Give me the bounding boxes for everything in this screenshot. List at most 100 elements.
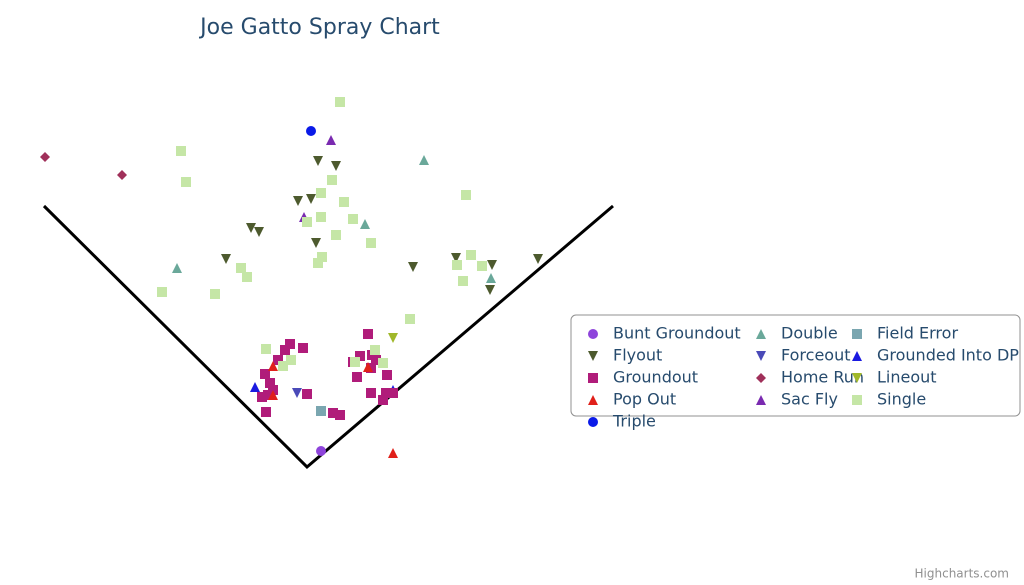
legend-symbol (852, 395, 862, 405)
point (260, 369, 270, 379)
point (327, 175, 337, 185)
legend-symbol (852, 329, 862, 339)
point (302, 217, 312, 227)
point (461, 190, 471, 200)
point (360, 219, 370, 229)
legend-symbol (756, 329, 766, 339)
point (419, 155, 429, 165)
legend-symbol (588, 417, 598, 427)
point (261, 407, 271, 417)
legend-label[interactable]: Bunt Groundout (613, 324, 741, 343)
point (487, 260, 497, 270)
foul-lines (42, 204, 614, 470)
point (388, 448, 398, 458)
point (363, 362, 373, 372)
point (477, 261, 487, 271)
point (458, 276, 468, 286)
legend-symbol (588, 395, 598, 405)
point (181, 177, 191, 187)
point (221, 254, 231, 264)
point (261, 344, 271, 354)
point (388, 388, 398, 398)
point (408, 262, 418, 272)
legend-label[interactable]: Lineout (877, 368, 937, 387)
point (273, 355, 283, 365)
point (265, 378, 275, 388)
point (339, 197, 349, 207)
point (293, 196, 303, 206)
point (176, 146, 186, 156)
point (250, 382, 260, 392)
legend-label[interactable]: Triple (612, 412, 656, 431)
legend-symbol (852, 373, 862, 383)
point (381, 388, 391, 398)
point (348, 214, 358, 224)
point (388, 333, 398, 343)
point (331, 161, 341, 171)
point (486, 273, 496, 283)
point (366, 238, 376, 248)
point (236, 263, 246, 273)
point (378, 395, 388, 405)
point (328, 408, 338, 418)
legend-label[interactable]: Double (781, 324, 838, 343)
point (117, 170, 127, 180)
point (316, 188, 326, 198)
point (285, 339, 295, 349)
point (485, 285, 495, 295)
point (316, 212, 326, 222)
legend-label[interactable]: Grounded Into DP (877, 346, 1019, 365)
point (306, 194, 316, 204)
point (316, 406, 326, 416)
legend-symbol (588, 373, 598, 383)
point (317, 252, 327, 262)
point (370, 345, 380, 355)
legend-symbol (588, 329, 598, 339)
point (302, 389, 312, 399)
legend-label[interactable]: Pop Out (613, 390, 676, 409)
point (350, 357, 360, 367)
point (172, 263, 182, 273)
point (451, 253, 461, 263)
point (257, 392, 267, 402)
point (280, 345, 290, 355)
point (306, 126, 316, 136)
point (378, 358, 388, 368)
point (210, 289, 220, 299)
point (533, 254, 543, 264)
point (466, 250, 476, 260)
point (313, 156, 323, 166)
point (313, 258, 323, 268)
legend-box (570, 314, 1021, 417)
point (371, 355, 381, 365)
legend-symbol (756, 373, 766, 383)
credit[interactable]: Highcharts.com (915, 567, 1009, 581)
legend-symbol (756, 351, 766, 361)
legend-label[interactable]: Field Error (877, 324, 958, 343)
point (298, 343, 308, 353)
point (355, 351, 365, 361)
legend-label[interactable]: Home Run (781, 368, 864, 387)
point (40, 152, 50, 162)
point (311, 238, 321, 248)
point (242, 272, 252, 282)
point (268, 361, 278, 371)
legend-label[interactable]: Groundout (613, 368, 698, 387)
legend-label[interactable]: Sac Fly (781, 390, 838, 409)
point (405, 314, 415, 324)
point (268, 390, 278, 400)
point (335, 410, 345, 420)
legend-label[interactable]: Forceout (781, 346, 851, 365)
legend-symbol (588, 351, 598, 361)
point (246, 223, 256, 233)
point (331, 230, 341, 240)
point (363, 329, 373, 339)
point (292, 388, 302, 398)
point (254, 227, 264, 237)
legend-symbol (852, 351, 862, 361)
legend-label[interactable]: Flyout (613, 346, 662, 365)
legend-symbol (756, 395, 766, 405)
point (278, 361, 288, 371)
legend-label[interactable]: Single (877, 390, 926, 409)
